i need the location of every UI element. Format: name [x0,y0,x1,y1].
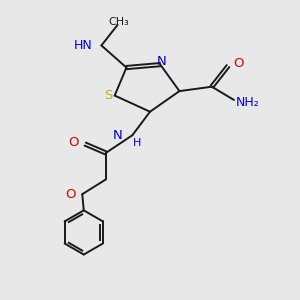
Text: S: S [104,89,112,102]
Text: O: O [65,188,76,201]
Text: O: O [233,57,244,70]
Text: HN: HN [74,39,93,52]
Text: NH₂: NH₂ [236,96,259,109]
Text: CH₃: CH₃ [109,17,130,27]
Text: H: H [133,138,141,148]
Text: O: O [68,136,79,149]
Text: N: N [157,55,167,68]
Text: N: N [113,129,123,142]
